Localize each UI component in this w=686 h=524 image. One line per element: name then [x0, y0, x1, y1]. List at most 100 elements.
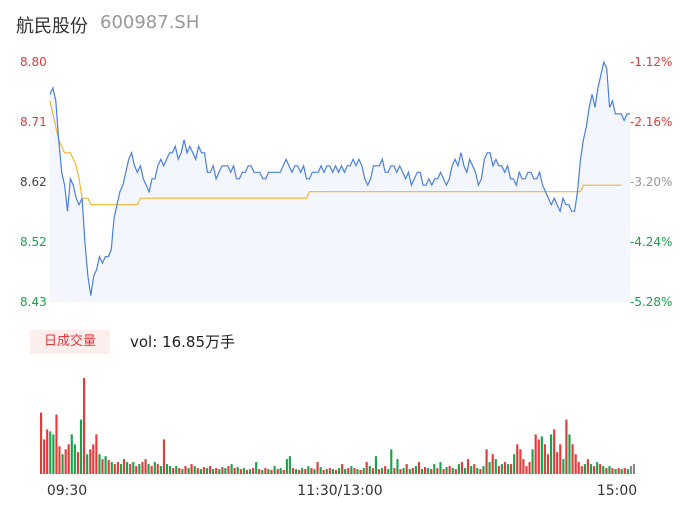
volume-bar — [482, 466, 485, 474]
volume-bar — [258, 469, 261, 475]
volume-bar — [546, 454, 550, 474]
volume-bar — [553, 429, 556, 474]
volume-bar — [126, 462, 129, 474]
volume-bar — [43, 439, 46, 474]
volume-bar — [433, 464, 436, 474]
volume-bar — [202, 467, 205, 474]
volume-bar — [341, 464, 344, 474]
volume-bar — [562, 459, 565, 474]
volume-bar — [267, 469, 270, 475]
volume-bar — [390, 449, 393, 475]
volume-bar — [507, 464, 510, 474]
volume-bar — [596, 462, 599, 474]
volume-bar — [414, 466, 417, 474]
y-tick-pct: -5.28% — [630, 295, 672, 309]
price-line — [49, 60, 630, 296]
volume-bar — [537, 439, 540, 474]
volume-bar — [70, 434, 73, 474]
volume-bar — [516, 444, 519, 474]
volume-bar — [408, 469, 411, 475]
volume-bar — [513, 454, 516, 474]
volume-bar — [550, 434, 553, 474]
volume-bar — [580, 466, 583, 474]
x-tick-time: 11:30/13:00 — [297, 483, 382, 499]
volume-bar — [599, 464, 602, 474]
volume-bar — [528, 462, 531, 474]
y-tick-price: 8.71 — [20, 115, 47, 129]
volume-bar — [577, 462, 580, 474]
volume-bar — [387, 469, 390, 475]
volume-bar — [629, 466, 633, 474]
volume-readout: vol: 16.85万手 — [130, 333, 235, 351]
volume-bar — [322, 470, 325, 474]
volume-bar — [224, 468, 227, 474]
volume-bar — [169, 466, 172, 474]
volume-bar — [190, 464, 193, 474]
y-tick-price: 8.43 — [20, 295, 47, 309]
volume-bar — [374, 456, 378, 474]
volume-bar — [623, 468, 626, 474]
volume-bar — [417, 462, 421, 474]
volume-bar — [442, 469, 445, 475]
volume-bar — [365, 462, 368, 474]
volume-bar — [55, 414, 58, 474]
y-tick-pct: -1.12% — [630, 55, 672, 69]
volume-bar — [73, 444, 76, 474]
volume-bar — [405, 464, 408, 474]
volume-bar — [129, 464, 132, 474]
volume-bar — [316, 462, 319, 474]
volume-bar — [522, 459, 525, 474]
volume-bar — [371, 468, 374, 474]
volume-bar — [135, 466, 138, 474]
volume-bar — [298, 470, 301, 474]
volume-bar — [448, 466, 451, 474]
y-tick-price: 8.80 — [20, 55, 47, 69]
volume-bar — [510, 464, 513, 474]
volume-bar — [285, 459, 288, 474]
stock-name: 航民股份 — [16, 16, 88, 37]
volume-bar — [184, 466, 187, 474]
volume-bar — [445, 467, 448, 474]
volume-bar — [451, 468, 454, 474]
volume-bar — [92, 444, 95, 474]
volume-bar — [593, 466, 596, 474]
volume-bar — [166, 464, 169, 474]
volume-bar — [230, 464, 233, 474]
volume-bar — [334, 470, 338, 474]
volume-bar — [98, 454, 101, 474]
volume-bar — [430, 469, 433, 475]
volume-bar — [153, 462, 156, 474]
volume-bar — [583, 464, 586, 474]
volume-bar — [344, 469, 347, 475]
volume-bar — [178, 468, 181, 474]
volume-bar — [304, 469, 307, 475]
volume-bar — [565, 419, 568, 475]
volume-bar — [424, 467, 427, 474]
volume-bar — [476, 468, 479, 474]
volume-bar — [295, 469, 298, 475]
volume-bar — [239, 469, 242, 475]
volume-bar — [122, 459, 126, 474]
volume-bar — [67, 444, 70, 474]
volume-bar — [353, 468, 356, 474]
volume-bar — [356, 469, 359, 475]
volume-bar — [276, 469, 279, 475]
volume-bar — [221, 467, 224, 474]
volume-bar — [209, 466, 212, 474]
volume-bar — [187, 468, 190, 474]
volume-bar — [500, 464, 503, 474]
volume-bar — [359, 470, 362, 474]
volume-bar — [427, 468, 430, 474]
volume-bar — [491, 454, 494, 474]
volume-bar — [159, 466, 162, 474]
volume-badge: 日成交量 — [30, 330, 110, 354]
volume-bar — [242, 468, 245, 474]
volume-bar — [497, 466, 500, 474]
volume-bar — [589, 464, 593, 474]
volume-bar — [64, 449, 67, 475]
volume-bar — [396, 459, 399, 474]
volume-bar — [411, 468, 414, 474]
volume-bar — [488, 462, 491, 474]
volume-bar — [586, 459, 589, 474]
